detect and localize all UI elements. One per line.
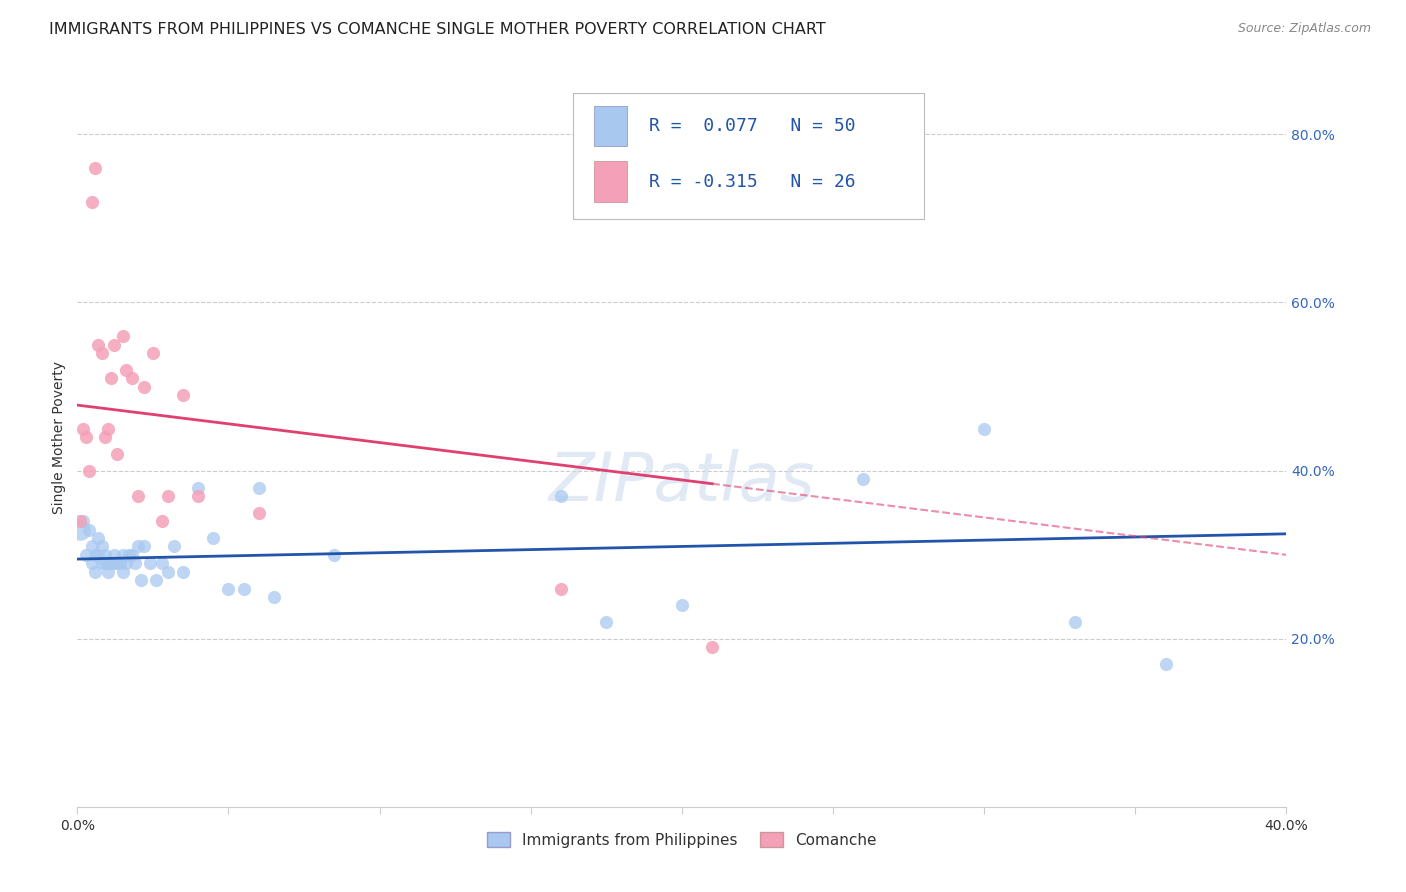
Point [150, 556, 173, 570]
Point [84, 565, 107, 579]
Point [105, 556, 128, 570]
Point [124, 556, 146, 570]
Point [973, 422, 995, 436]
Point [103, 556, 125, 570]
Point [103, 337, 125, 351]
Point [96, 565, 118, 579]
FancyBboxPatch shape [593, 161, 627, 202]
Point [87, 531, 110, 545]
Point [82, 556, 104, 570]
Point [218, 582, 240, 596]
Point [79, 523, 101, 537]
Point [232, 582, 254, 596]
Point [111, 548, 134, 562]
Point [1064, 615, 1087, 630]
Point [96, 422, 118, 436]
Point [90, 556, 112, 570]
Point [671, 599, 693, 613]
Point [100, 371, 122, 385]
Text: R = -0.315   N = 26: R = -0.315 N = 26 [650, 173, 856, 191]
Point [72, 422, 94, 436]
Text: R =  0.077   N = 50: R = 0.077 N = 50 [650, 117, 856, 135]
Point [172, 388, 194, 402]
Point [69, 514, 91, 528]
Point [93, 548, 115, 562]
Point [145, 573, 167, 587]
Point [323, 548, 346, 562]
Point [108, 556, 131, 570]
Point [852, 472, 875, 486]
Point [93, 430, 115, 444]
Point [87, 337, 110, 351]
Point [90, 540, 112, 554]
Point [127, 489, 149, 503]
Point [139, 556, 162, 570]
Point [90, 346, 112, 360]
Point [105, 447, 128, 461]
FancyBboxPatch shape [593, 106, 627, 146]
Point [87, 548, 110, 562]
FancyBboxPatch shape [574, 93, 924, 219]
Point [114, 363, 136, 377]
Point [150, 514, 173, 528]
Point [69, 523, 91, 537]
Point [72, 514, 94, 528]
Y-axis label: Single Mother Poverty: Single Mother Poverty [52, 360, 66, 514]
Point [202, 531, 225, 545]
Point [79, 464, 101, 478]
Point [263, 590, 285, 604]
Point [187, 481, 209, 495]
Point [111, 565, 134, 579]
Point [121, 548, 143, 562]
Point [247, 481, 270, 495]
Point [82, 194, 104, 209]
Point [84, 548, 107, 562]
Point [103, 548, 125, 562]
Point [100, 556, 122, 570]
Point [142, 346, 165, 360]
Point [82, 540, 104, 554]
Point [702, 640, 724, 655]
Point [129, 573, 152, 587]
Point [93, 556, 115, 570]
Legend: Immigrants from Philippines, Comanche: Immigrants from Philippines, Comanche [479, 824, 884, 855]
Point [1154, 657, 1177, 672]
Point [595, 615, 617, 630]
Point [96, 556, 118, 570]
Point [132, 379, 155, 393]
Point [157, 565, 180, 579]
Point [172, 565, 194, 579]
Point [127, 540, 149, 554]
Point [118, 548, 141, 562]
Point [163, 540, 186, 554]
Point [75, 430, 97, 444]
Point [111, 329, 134, 343]
Point [187, 489, 209, 503]
Point [550, 489, 572, 503]
Point [75, 548, 97, 562]
Point [114, 556, 136, 570]
Point [132, 540, 155, 554]
Text: ZIPatlas: ZIPatlas [548, 449, 815, 515]
Text: Source: ZipAtlas.com: Source: ZipAtlas.com [1237, 22, 1371, 36]
Point [247, 506, 270, 520]
Point [157, 489, 180, 503]
Point [550, 582, 572, 596]
Text: IMMIGRANTS FROM PHILIPPINES VS COMANCHE SINGLE MOTHER POVERTY CORRELATION CHART: IMMIGRANTS FROM PHILIPPINES VS COMANCHE … [49, 22, 825, 37]
Point [121, 371, 143, 385]
Point [84, 161, 107, 175]
